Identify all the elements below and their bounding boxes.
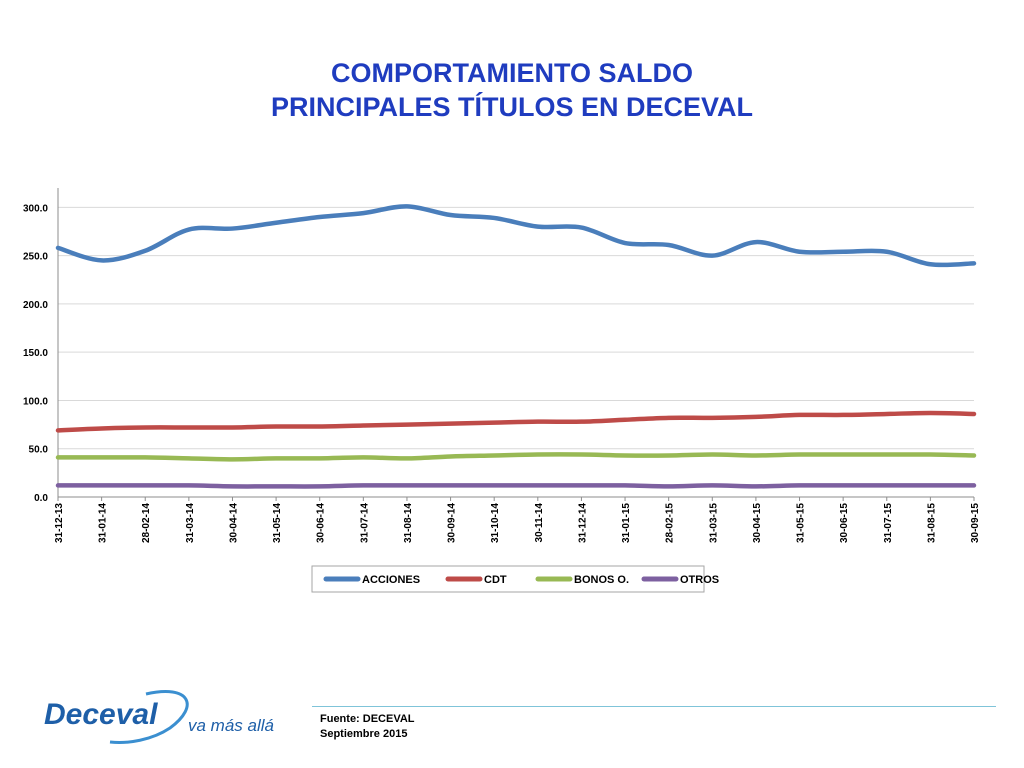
legend-label: BONOS O. [574,574,629,586]
legend-label: ACCIONES [362,574,420,586]
series-lines [55,204,977,489]
source-line-2: Septiembre 2015 [320,728,408,740]
x-tick-label: 30-06-15 [839,503,850,543]
title-line-1: COMPORTAMIENTO SALDO [331,58,693,88]
x-tick-label: 31-07-15 [883,503,894,543]
legend-label: CDT [484,574,507,586]
x-tick-label: 31-03-14 [185,503,196,543]
x-tick-label: 31-12-13 [54,503,65,543]
series-line-acciones [55,204,977,268]
y-tick-label: 100.0 [23,396,48,407]
x-tick-label: 31-10-14 [490,503,501,543]
source-line-1: Fuente: DECEVAL [320,713,415,725]
logo-tagline: va más allá [188,716,274,735]
logo-swoosh-icon [109,690,189,744]
x-tick-label: 31-12-14 [577,503,588,543]
deceval-logo: Deceval va más allá [44,690,274,744]
x-tick-label: 30-06-14 [316,503,327,543]
source-note: Fuente: DECEVAL Septiembre 2015 [320,712,415,742]
series-line-bonos-o [55,452,977,462]
x-tick-label: 31-03-15 [708,503,719,543]
y-tick-label: 200.0 [23,300,48,311]
legend-item: ACCIONES [323,574,420,586]
x-tick-label: 30-09-15 [970,503,981,543]
x-tick-label: 31-01-14 [98,503,109,543]
y-tick-label: 0.0 [34,493,48,504]
footer-divider [312,706,996,707]
y-tick-label: 50.0 [29,445,49,456]
grid [58,206,974,450]
y-tick-label: 250.0 [23,252,48,263]
x-tick-label: 31-05-15 [796,503,807,543]
line-chart: 0.0 50.0 100.0 150.0 200.0 250.0 300.0 31-12-1… [23,188,981,593]
legend-box [311,565,705,593]
legend: ACCIONES CDT BONOS O. OTROS [311,565,719,593]
x-tick-label: 31-01-15 [621,503,632,543]
series-line-otros [55,483,977,489]
legend-item: BONOS O. [535,574,629,586]
x-tick-label: 30-04-14 [228,503,239,543]
x-tick-label: 30-09-14 [447,503,458,543]
title-line-2: PRINCIPALES TÍTULOS EN DECEVAL [270,92,754,122]
x-tick-label: 28-02-14 [141,503,152,543]
y-tick-labels: 0.0 50.0 100.0 150.0 200.0 250.0 300.0 [23,203,48,504]
x-tick-label: 31-05-14 [272,503,283,543]
x-tick-label: 31-08-15 [926,503,937,543]
legend-item: CDT [445,574,507,586]
legend-label: OTROS [680,574,719,586]
y-tick-label: 150.0 [23,348,48,359]
page-title: COMPORTAMIENTO SALDO PRINCIPALES TÍTULOS… [0,56,1024,124]
x-tick-label: 30-04-15 [752,503,763,543]
x-tick-label: 31-07-14 [359,503,370,543]
x-tick-label: 31-08-14 [403,503,414,543]
x-tick-label: 28-02-15 [665,503,676,543]
series-line-cdt [55,410,977,433]
legend-item: OTROS [641,574,719,586]
logo-brand: Deceval [44,698,158,731]
axes [57,188,975,501]
y-tick-label: 300.0 [23,203,48,214]
x-tick-label: 30-11-14 [534,503,545,543]
x-tick-labels: 31-12-13 31-01-14 28-02-14 31-03-14 30-04-14… [54,503,981,543]
